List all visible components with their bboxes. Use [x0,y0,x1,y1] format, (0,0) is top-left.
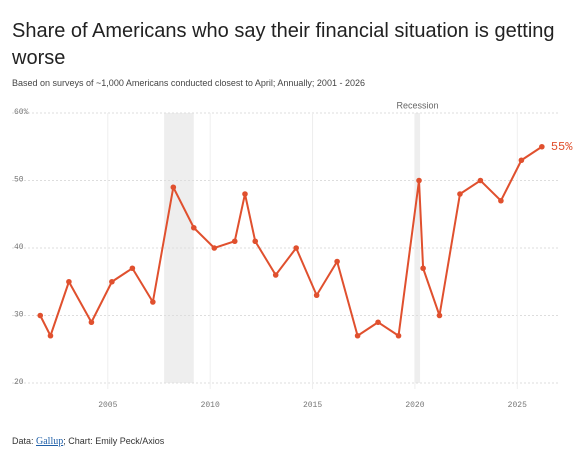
source-suffix: ; Chart: Emily Peck/Axios [63,436,165,446]
point [109,278,115,285]
y-tick-label: 30 [14,311,24,320]
point [242,191,248,197]
point [252,238,259,245]
annotation: Recession [396,100,438,110]
point [395,332,402,339]
point [293,245,299,251]
point [272,272,279,278]
chart-title: Share of Americans who say their financi… [12,20,555,69]
point [420,265,426,272]
x-tick-label: 2020 [405,401,424,410]
point [436,312,443,319]
point [88,319,95,326]
point [416,177,422,184]
y-tick-label: 60% [14,108,29,117]
point [190,224,197,231]
point [231,238,238,245]
value-label: 55% [551,140,573,154]
point [150,299,156,305]
point [37,312,44,319]
y-tick-label: 50 [14,176,24,185]
x-tick-label: 2010 [201,401,220,410]
point [129,265,136,272]
point [334,258,340,265]
chart-subtitle: Based on surveys of ~1,000 Americans con… [12,78,365,88]
point [375,319,381,326]
point [66,278,72,285]
x-tick-label: 2015 [303,401,322,410]
point [354,332,361,339]
line [39,145,543,339]
y-tick-label: 20 [14,378,24,387]
x-tick-label: 2005 [98,401,117,410]
point [170,184,177,191]
point [498,197,504,204]
x-tick-label: 2025 [508,401,527,410]
point [457,191,463,197]
source-prefix: Data: [12,436,37,446]
point [47,332,54,339]
point [539,143,545,150]
point [518,157,525,164]
point [211,245,218,251]
source-link[interactable]: Gallup [36,436,64,447]
y-tick-label: 40 [14,243,24,252]
source: Data: Gallup; Chart: Emily Peck/Axios [12,436,164,447]
point [313,292,320,299]
point [477,177,484,184]
